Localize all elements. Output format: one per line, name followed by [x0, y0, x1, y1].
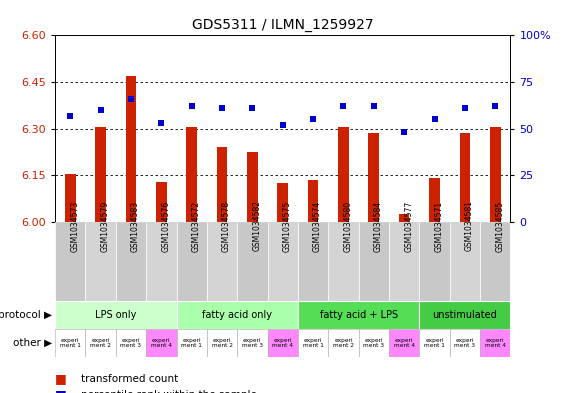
Bar: [490, 127, 501, 222]
Text: GSM1034571: GSM1034571: [434, 200, 444, 252]
Bar: [358, 329, 389, 357]
Title: GDS5311 / ILMN_1259927: GDS5311 / ILMN_1259927: [192, 18, 374, 31]
Text: experi
ment 4: experi ment 4: [151, 338, 172, 348]
Bar: [85, 329, 116, 357]
Text: fatty acid + LPS: fatty acid + LPS: [320, 310, 398, 320]
Text: LPS only: LPS only: [95, 310, 136, 320]
Text: experi
ment 3: experi ment 3: [121, 338, 142, 348]
Bar: [186, 127, 197, 222]
Bar: [450, 329, 480, 357]
Text: GSM1034584: GSM1034584: [374, 200, 383, 252]
Text: GSM1034585: GSM1034585: [495, 200, 504, 252]
Bar: [55, 222, 85, 301]
Bar: [358, 222, 389, 301]
Text: experi
ment 3: experi ment 3: [454, 338, 476, 348]
Bar: [419, 329, 450, 357]
Bar: [298, 329, 328, 357]
Bar: [328, 329, 358, 357]
Bar: [176, 222, 207, 301]
Text: ■: ■: [55, 372, 71, 386]
Text: unstimulated: unstimulated: [433, 310, 497, 320]
Bar: [480, 222, 510, 301]
Text: experi
ment 1: experi ment 1: [424, 338, 445, 348]
Text: GSM1034579: GSM1034579: [101, 200, 110, 252]
Text: experi
ment 4: experi ment 4: [394, 338, 415, 348]
Text: GSM1034580: GSM1034580: [343, 200, 353, 252]
Bar: [368, 133, 379, 222]
Text: GSM1034572: GSM1034572: [191, 200, 201, 252]
Bar: [459, 133, 470, 222]
Text: experi
ment 2: experi ment 2: [333, 338, 354, 348]
Bar: [389, 329, 419, 357]
Text: GSM1034583: GSM1034583: [131, 200, 140, 252]
Bar: [146, 329, 176, 357]
Text: GSM1034582: GSM1034582: [252, 200, 262, 252]
Bar: [267, 329, 298, 357]
Bar: [328, 222, 358, 301]
Bar: [419, 222, 450, 301]
Text: experi
ment 4: experi ment 4: [272, 338, 293, 348]
Bar: [450, 222, 480, 301]
Text: GSM1034575: GSM1034575: [283, 200, 292, 252]
Bar: [298, 301, 419, 329]
Bar: [116, 329, 146, 357]
Text: GSM1034578: GSM1034578: [222, 200, 231, 252]
Text: experi
ment 2: experi ment 2: [212, 338, 233, 348]
Text: percentile rank within the sample: percentile rank within the sample: [81, 389, 257, 393]
Bar: [207, 329, 237, 357]
Bar: [176, 329, 207, 357]
Bar: [389, 222, 419, 301]
Bar: [207, 222, 237, 301]
Text: transformed count: transformed count: [81, 374, 179, 384]
Bar: [480, 329, 510, 357]
Bar: [85, 222, 116, 301]
Text: experi
ment 3: experi ment 3: [363, 338, 385, 348]
Bar: [267, 222, 298, 301]
Bar: [156, 182, 166, 222]
Bar: [237, 222, 267, 301]
Bar: [338, 127, 349, 222]
Text: GSM1034574: GSM1034574: [313, 200, 322, 252]
Bar: [146, 222, 176, 301]
Bar: [95, 127, 106, 222]
Bar: [247, 152, 258, 222]
Text: GSM1034581: GSM1034581: [465, 200, 474, 252]
Text: GSM1034577: GSM1034577: [404, 200, 413, 252]
Text: GSM1034576: GSM1034576: [161, 200, 171, 252]
Bar: [419, 301, 510, 329]
Bar: [126, 76, 136, 222]
Bar: [429, 178, 440, 222]
Text: fatty acid only: fatty acid only: [202, 310, 272, 320]
Bar: [55, 301, 176, 329]
Text: ■: ■: [55, 388, 71, 393]
Text: experi
ment 3: experi ment 3: [242, 338, 263, 348]
Text: experi
ment 1: experi ment 1: [60, 338, 81, 348]
Text: protocol ▶: protocol ▶: [0, 310, 52, 320]
Text: GSM1034573: GSM1034573: [70, 200, 79, 252]
Bar: [65, 174, 75, 222]
Bar: [298, 222, 328, 301]
Bar: [217, 147, 227, 222]
Text: experi
ment 4: experi ment 4: [485, 338, 506, 348]
Text: other ▶: other ▶: [13, 338, 52, 348]
Bar: [116, 222, 146, 301]
Bar: [237, 329, 267, 357]
Bar: [176, 301, 298, 329]
Text: experi
ment 1: experi ment 1: [303, 338, 324, 348]
Text: experi
ment 1: experi ment 1: [182, 338, 202, 348]
Bar: [399, 214, 409, 222]
Bar: [55, 329, 85, 357]
Text: experi
ment 2: experi ment 2: [90, 338, 111, 348]
Bar: [277, 183, 288, 222]
Bar: [308, 180, 318, 222]
